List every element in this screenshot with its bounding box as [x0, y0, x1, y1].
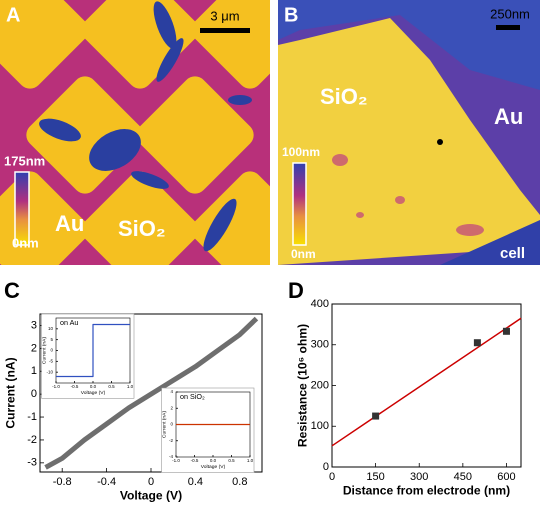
- data-line: [56, 323, 130, 378]
- y-tick-label: 0: [50, 348, 53, 353]
- x-tick-label: 0.0: [210, 458, 217, 463]
- afm-image-b: [278, 0, 540, 265]
- x-tick-label: 0.8: [232, 476, 247, 488]
- y-tick-label: -10: [46, 369, 53, 374]
- y-tick-label: -5: [49, 359, 53, 364]
- x-tick-label: 0.5: [228, 458, 235, 463]
- x-tick-label: 0.5: [108, 384, 115, 389]
- x-tick-label: -1.0: [52, 384, 60, 389]
- y-tick-label: 100: [311, 420, 329, 432]
- y-tick-label: 1: [31, 365, 37, 377]
- x-tick-label: 0: [329, 471, 335, 483]
- scale-bar: [496, 25, 520, 30]
- x-axis-label: Voltage (V): [201, 464, 226, 470]
- region-label: cell: [500, 245, 525, 262]
- y-tick-label: 2: [170, 405, 173, 410]
- y-tick-label: 200: [311, 379, 329, 391]
- x-tick-label: -0.4: [97, 476, 116, 488]
- y-tick-label: -2: [27, 434, 37, 446]
- panel-label: C: [4, 278, 20, 303]
- annotation: on Au: [60, 318, 78, 327]
- region-label: Au: [55, 211, 84, 236]
- x-tick-label: 300: [410, 471, 428, 483]
- data-point: [372, 412, 380, 420]
- x-tick-label: 0.0: [90, 384, 97, 389]
- x-axis-label: Distance from electrode (nm): [343, 483, 510, 497]
- x-tick-label: 450: [454, 471, 472, 483]
- y-tick-label: 4: [170, 389, 173, 394]
- x-tick-label: 150: [366, 471, 384, 483]
- data-line: [44, 316, 259, 470]
- y-tick-label: 10: [48, 326, 54, 331]
- colorbar-min: 0nm: [12, 235, 39, 250]
- scale-bar: [200, 28, 250, 33]
- y-axis-label: Current (nA): [162, 411, 168, 439]
- x-axis-label: Voltage (V): [81, 390, 106, 396]
- scale-label: 250nm: [490, 6, 530, 21]
- y-axis-label: Current (nA): [4, 357, 18, 428]
- panel-label: A: [6, 4, 20, 26]
- region-label: SiO₂: [118, 216, 166, 241]
- x-tick-label: 1.0: [247, 458, 254, 463]
- inset-frame: [41, 313, 135, 399]
- x-tick-label: -1.0: [172, 458, 180, 463]
- y-tick-label: 5: [50, 337, 53, 342]
- panel-label: D: [288, 278, 304, 303]
- colorbar-max: 175nm: [4, 153, 45, 168]
- y-axis-label: Current (nA): [42, 337, 48, 365]
- x-tick-label: -0.5: [191, 458, 199, 463]
- x-tick-label: 0: [148, 476, 154, 488]
- y-axis-label: Resistance (10⁶ ohm): [296, 324, 310, 447]
- y-tick-label: -3: [27, 457, 37, 469]
- panel-label: B: [284, 4, 298, 26]
- scale-label: 3 μm: [210, 8, 239, 23]
- y-tick-label: 2: [31, 342, 37, 354]
- x-tick-label: 0.4: [188, 476, 203, 488]
- x-axis-label: Voltage (V): [120, 488, 182, 502]
- colorbar-min: 0nm: [291, 247, 316, 261]
- y-tick-label: -1: [27, 411, 37, 423]
- data-point: [473, 339, 481, 347]
- plot-frame: [331, 303, 522, 468]
- x-tick-label: 600: [497, 471, 515, 483]
- colorbar-max: 100nm: [282, 145, 320, 159]
- afm-image-a: [0, 0, 270, 265]
- y-tick-label: 0: [323, 461, 329, 473]
- annotation: on SiO₂: [180, 392, 205, 401]
- inset-frame: [161, 387, 255, 473]
- fit-line: [331, 317, 522, 447]
- x-tick-label: -0.8: [53, 476, 72, 488]
- y-tick-label: -2: [169, 438, 173, 443]
- data-point: [502, 327, 510, 335]
- x-tick-label: -0.5: [71, 384, 79, 389]
- colorbar: [14, 171, 30, 246]
- y-tick-label: 400: [311, 298, 329, 310]
- region-label: Au: [494, 104, 523, 129]
- region-label: SiO₂: [320, 84, 368, 109]
- y-tick-label: 300: [311, 339, 329, 351]
- x-tick-label: 1.0: [127, 384, 134, 389]
- y-tick-label: 0: [31, 388, 37, 400]
- colorbar: [292, 162, 307, 246]
- y-tick-label: -4: [169, 454, 173, 459]
- y-tick-label: 0: [170, 422, 173, 427]
- y-tick-label: 3: [31, 319, 37, 331]
